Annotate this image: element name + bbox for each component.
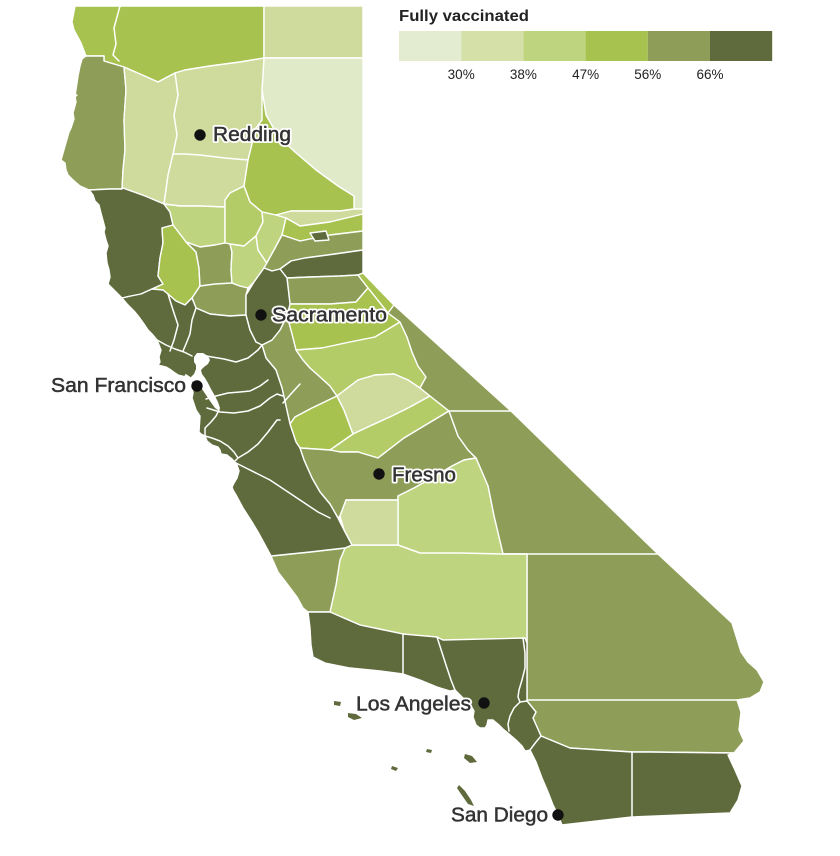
svg-text:Fully vaccinated: Fully vaccinated xyxy=(399,8,529,25)
svg-text:Sacramento: Sacramento xyxy=(272,304,387,327)
svg-text:San Diego: San Diego xyxy=(451,804,548,827)
svg-text:Fresno: Fresno xyxy=(392,464,456,487)
svg-text:San Francisco: San Francisco xyxy=(51,374,186,397)
svg-text:Redding: Redding xyxy=(213,123,291,146)
svg-text:47%: 47% xyxy=(572,67,599,82)
svg-text:Los Angeles: Los Angeles xyxy=(356,693,471,716)
svg-text:San Diego: San Diego xyxy=(451,804,548,827)
svg-text:38%: 38% xyxy=(510,67,537,82)
svg-text:Fresno: Fresno xyxy=(392,464,456,487)
svg-text:30%: 30% xyxy=(448,67,475,82)
svg-text:Redding: Redding xyxy=(213,123,291,146)
svg-text:Sacramento: Sacramento xyxy=(272,304,387,327)
svg-text:66%: 66% xyxy=(696,67,723,82)
svg-text:56%: 56% xyxy=(634,67,661,82)
svg-text:San Francisco: San Francisco xyxy=(51,374,186,397)
svg-text:Los Angeles: Los Angeles xyxy=(356,693,471,716)
